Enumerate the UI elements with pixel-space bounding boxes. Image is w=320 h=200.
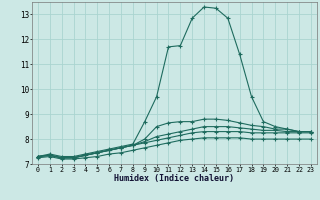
X-axis label: Humidex (Indice chaleur): Humidex (Indice chaleur) — [115, 174, 234, 183]
